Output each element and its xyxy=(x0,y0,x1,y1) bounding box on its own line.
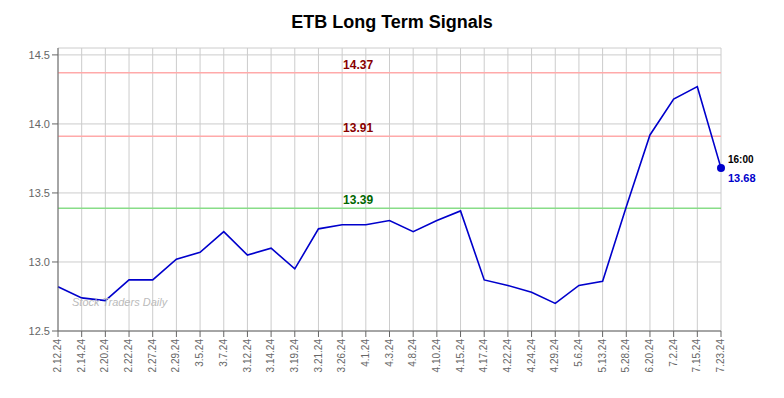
svg-text:5.28.24: 5.28.24 xyxy=(620,339,631,373)
svg-text:5.13.24: 5.13.24 xyxy=(597,339,608,373)
svg-text:4.10.24: 4.10.24 xyxy=(431,339,442,373)
svg-text:4.8.24: 4.8.24 xyxy=(407,339,418,367)
svg-text:16:00: 16:00 xyxy=(728,154,754,165)
svg-text:5.6.24: 5.6.24 xyxy=(573,339,584,367)
svg-text:14.5: 14.5 xyxy=(29,49,50,61)
html-text:ETB Long Term Signals: ETB Long Term Signals xyxy=(291,12,493,32)
svg-text:4.1.24: 4.1.24 xyxy=(360,339,371,367)
svg-text:3.26.24: 3.26.24 xyxy=(336,339,347,373)
svg-text:3.21.24: 3.21.24 xyxy=(313,339,324,373)
svg-text:3.19.24: 3.19.24 xyxy=(289,339,300,373)
svg-text:13.0: 13.0 xyxy=(29,256,50,268)
svg-text:4.29.24: 4.29.24 xyxy=(549,339,560,373)
svg-text:4.17.24: 4.17.24 xyxy=(478,339,489,373)
svg-text:13.91: 13.91 xyxy=(343,121,373,135)
svg-text:12.5: 12.5 xyxy=(29,325,50,337)
svg-text:4.15.24: 4.15.24 xyxy=(455,339,466,373)
html-text:Stock Traders Daily: Stock Traders Daily xyxy=(72,296,168,308)
svg-text:14.0: 14.0 xyxy=(29,118,50,130)
svg-text:2.29.24: 2.29.24 xyxy=(170,339,181,373)
svg-text:3.12.24: 3.12.24 xyxy=(242,339,253,373)
svg-text:6.20.24: 6.20.24 xyxy=(644,339,655,373)
svg-text:2.27.24: 2.27.24 xyxy=(147,339,158,373)
svg-text:2.20.24: 2.20.24 xyxy=(99,339,110,373)
svg-text:3.14.24: 3.14.24 xyxy=(265,339,276,373)
svg-text:13.68: 13.68 xyxy=(728,172,756,184)
svg-text:7.15.24: 7.15.24 xyxy=(691,339,702,373)
svg-text:7.2.24: 7.2.24 xyxy=(668,339,679,367)
svg-text:13.39: 13.39 xyxy=(343,193,373,207)
svg-text:4.3.24: 4.3.24 xyxy=(384,339,395,367)
svg-text:4.24.24: 4.24.24 xyxy=(526,339,537,373)
svg-text:2.12.24: 2.12.24 xyxy=(52,339,63,373)
svg-text:2.14.24: 2.14.24 xyxy=(76,339,87,373)
svg-text:3.7.24: 3.7.24 xyxy=(218,339,229,367)
svg-text:13.5: 13.5 xyxy=(29,187,50,199)
svg-text:14.37: 14.37 xyxy=(343,58,373,72)
svg-text:2.22.24: 2.22.24 xyxy=(123,339,134,373)
svg-text:3.5.24: 3.5.24 xyxy=(194,339,205,367)
svg-text:7.23.24: 7.23.24 xyxy=(715,339,726,373)
svg-text:4.22.24: 4.22.24 xyxy=(502,339,513,373)
